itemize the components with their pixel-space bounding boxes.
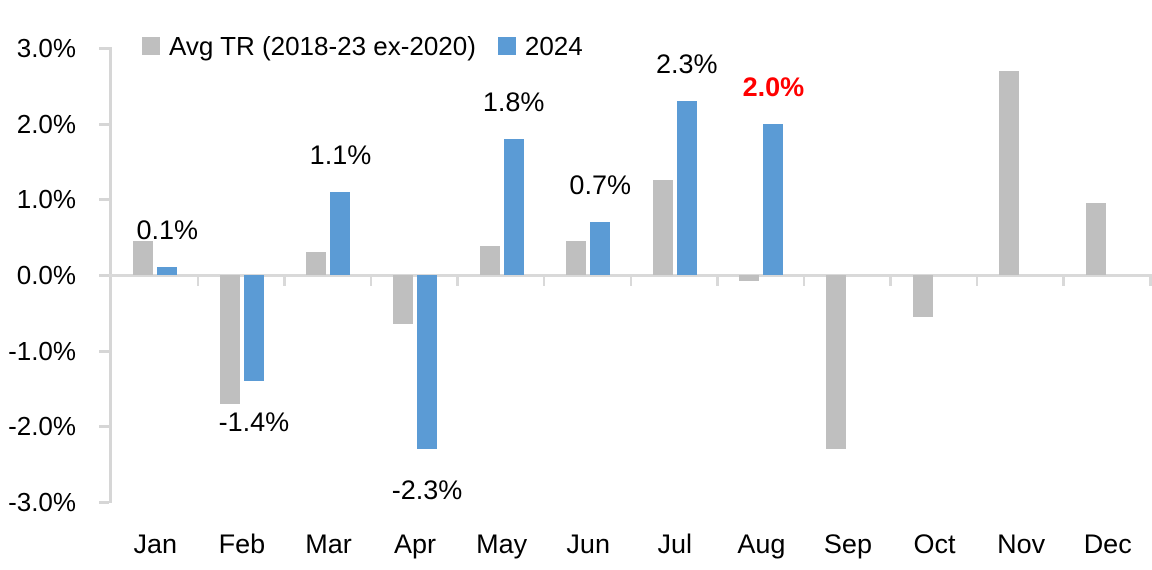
bar-2024-feb bbox=[243, 275, 264, 381]
x-axis-tick bbox=[283, 276, 286, 286]
legend-label: Avg TR (2018-23 ex-2020) bbox=[169, 31, 476, 61]
x-axis-label-dec: Dec bbox=[1083, 529, 1132, 559]
x-axis-tick bbox=[1062, 276, 1065, 286]
bar-avg-tr-apr bbox=[393, 275, 414, 325]
data-label-2024-feb: -1.4% bbox=[218, 406, 290, 437]
x-axis-tick bbox=[196, 276, 200, 286]
bar-2024-may bbox=[503, 138, 524, 275]
bar-avg-tr-nov bbox=[999, 70, 1020, 275]
x-axis-tick bbox=[369, 276, 373, 286]
bar-2024-aug bbox=[763, 123, 784, 275]
bar-avg-tr-jul bbox=[652, 180, 673, 275]
bar-avg-tr-sep bbox=[825, 275, 846, 450]
x-axis-label-jan: Jan bbox=[133, 529, 178, 559]
bar-avg-tr-dec bbox=[1085, 203, 1106, 275]
y-axis-tick-label: -1.0% bbox=[8, 335, 76, 366]
data-label-2024-aug: 2.0% bbox=[742, 71, 805, 102]
x-axis-tick bbox=[802, 276, 806, 286]
x-axis-tick bbox=[629, 276, 632, 286]
y-axis-tick-label: 3.0% bbox=[16, 33, 76, 63]
y-axis-tick bbox=[99, 425, 109, 429]
x-axis-label-aug: Aug bbox=[737, 529, 786, 559]
x-axis-label-nov: Nov bbox=[997, 529, 1046, 559]
x-axis-label-mar: Mar bbox=[305, 529, 352, 559]
x-axis-label-apr: Apr bbox=[394, 529, 437, 559]
y-axis-tick bbox=[99, 349, 109, 353]
y-axis-tick-label: 1.0% bbox=[16, 184, 76, 215]
y-axis-tick bbox=[99, 198, 109, 202]
data-label-2024-jun: 0.7% bbox=[569, 170, 631, 201]
y-axis-tick-label: -3.0% bbox=[8, 487, 76, 518]
bar-2024-jun bbox=[590, 222, 611, 275]
x-axis-tick bbox=[1149, 276, 1152, 286]
x-axis-label-sep: Sep bbox=[823, 529, 872, 559]
x-axis-tick bbox=[716, 276, 719, 286]
bar-avg-tr-oct bbox=[912, 275, 933, 317]
bar-2024-jul bbox=[676, 100, 697, 275]
y-axis-tick bbox=[99, 274, 109, 277]
bar-avg-tr-feb bbox=[219, 275, 240, 404]
bar-avg-tr-jan bbox=[133, 240, 154, 275]
x-axis-tick bbox=[542, 276, 546, 286]
data-label-2024-jan: 0.1% bbox=[136, 215, 199, 246]
bar-avg-tr-mar bbox=[306, 252, 327, 275]
x-axis-tick bbox=[975, 276, 979, 286]
x-axis-label-jun: Jun bbox=[566, 529, 610, 559]
data-label-2024-may: 1.8% bbox=[482, 86, 545, 117]
x-axis-tick bbox=[889, 276, 892, 286]
bar-avg-tr-jun bbox=[566, 240, 587, 275]
x-axis-zero-line bbox=[109, 273, 1152, 277]
legend-swatch-icon bbox=[497, 37, 516, 55]
y-axis-tick bbox=[99, 47, 109, 50]
bar-avg-tr-aug bbox=[739, 275, 760, 282]
bar-2024-jan bbox=[157, 267, 178, 275]
legend-label: 2024 bbox=[524, 31, 583, 61]
x-axis-label-feb: Feb bbox=[218, 529, 266, 559]
chart-legend: Avg TR (2018-23 ex-2020) 2024 bbox=[142, 31, 583, 61]
y-axis-tick-label: 0.0% bbox=[16, 260, 76, 290]
y-axis-tick bbox=[99, 501, 109, 505]
data-label-2024-jul: 2.3% bbox=[656, 48, 718, 79]
data-label-2024-mar: 1.1% bbox=[309, 139, 372, 170]
data-label-2024-apr: -2.3% bbox=[391, 475, 463, 506]
legend-item-2024: 2024 bbox=[497, 31, 583, 61]
legend-item-avg-tr: Avg TR (2018-23 ex-2020) bbox=[142, 31, 476, 61]
legend-swatch-icon bbox=[142, 37, 160, 55]
x-axis-tick bbox=[456, 276, 459, 286]
bar-2024-mar bbox=[330, 191, 351, 275]
bar-2024-apr bbox=[417, 275, 438, 450]
x-axis-label-jul: Jul bbox=[657, 529, 693, 559]
y-axis-tick-label: 2.0% bbox=[16, 108, 76, 139]
y-axis-tick bbox=[99, 122, 109, 126]
y-axis-tick-label: -2.0% bbox=[8, 411, 76, 442]
bar-avg-tr-may bbox=[479, 246, 500, 275]
x-axis-label-may: May bbox=[476, 529, 528, 559]
x-axis-label-oct: Oct bbox=[913, 529, 956, 559]
